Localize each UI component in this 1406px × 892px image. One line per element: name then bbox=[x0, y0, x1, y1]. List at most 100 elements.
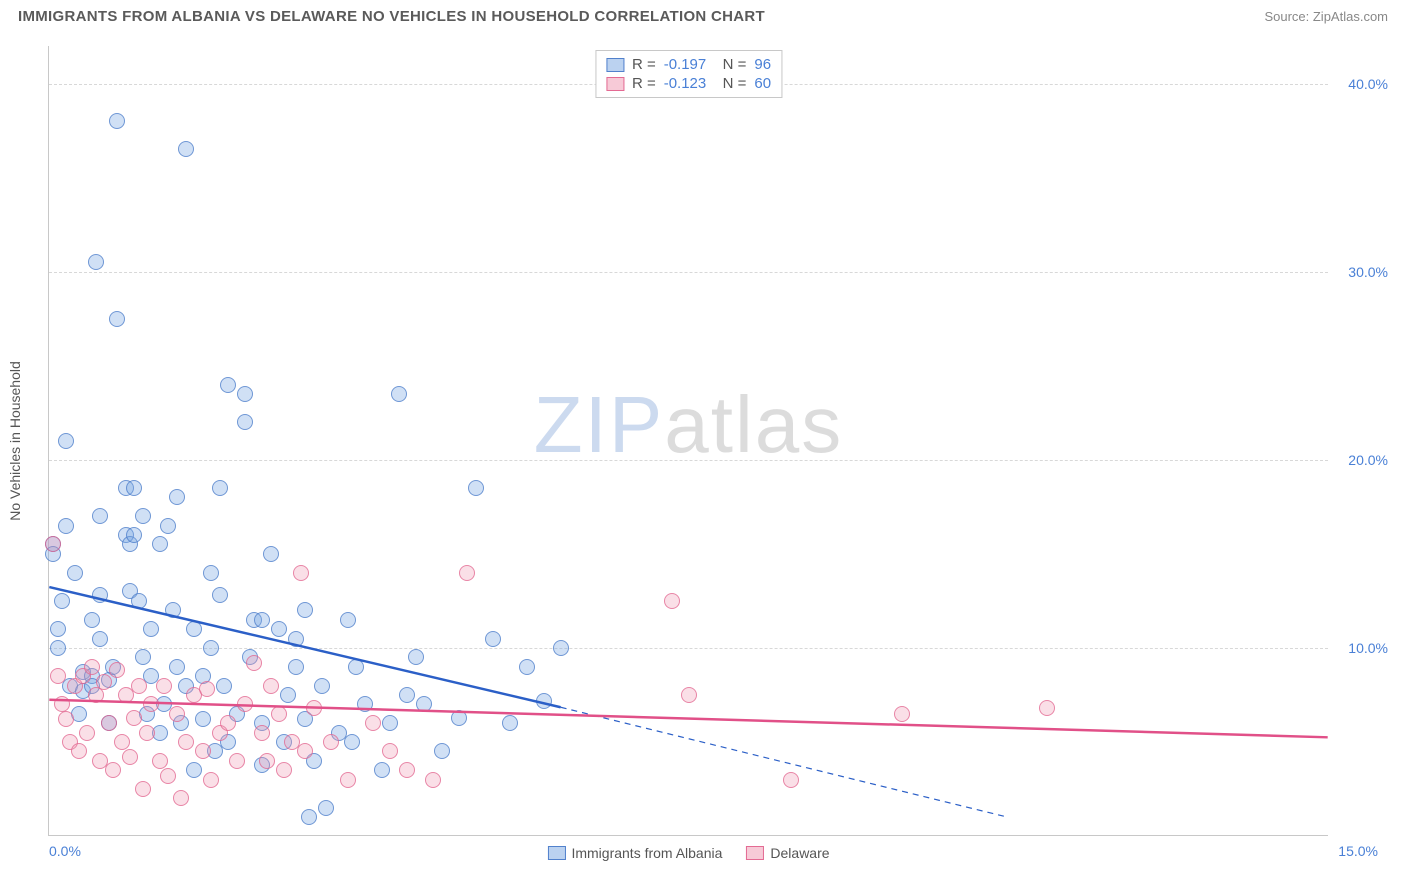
scatter-point-albania bbox=[314, 678, 330, 694]
scatter-point-delaware bbox=[783, 772, 799, 788]
scatter-point-albania bbox=[203, 565, 219, 581]
scatter-point-delaware bbox=[199, 681, 215, 697]
scatter-point-albania bbox=[54, 593, 70, 609]
scatter-point-albania bbox=[135, 508, 151, 524]
scatter-point-albania bbox=[382, 715, 398, 731]
scatter-point-albania bbox=[288, 659, 304, 675]
scatter-point-albania bbox=[126, 480, 142, 496]
scatter-point-delaware bbox=[156, 678, 172, 694]
scatter-point-delaware bbox=[101, 715, 117, 731]
scatter-point-delaware bbox=[173, 790, 189, 806]
scatter-point-delaware bbox=[84, 659, 100, 675]
swatch-blue-icon bbox=[547, 846, 565, 860]
scatter-point-delaware bbox=[1039, 700, 1055, 716]
x-tick-max: 15.0% bbox=[1338, 843, 1378, 859]
scatter-point-delaware bbox=[105, 762, 121, 778]
scatter-point-albania bbox=[536, 693, 552, 709]
scatter-point-albania bbox=[84, 612, 100, 628]
scatter-point-delaware bbox=[297, 743, 313, 759]
scatter-point-albania bbox=[502, 715, 518, 731]
chart-title: IMMIGRANTS FROM ALBANIA VS DELAWARE NO V… bbox=[18, 8, 765, 25]
scatter-point-albania bbox=[357, 696, 373, 712]
scatter-point-albania bbox=[58, 433, 74, 449]
scatter-point-delaware bbox=[459, 565, 475, 581]
scatter-point-albania bbox=[212, 480, 228, 496]
y-tick-label: 10.0% bbox=[1338, 640, 1388, 656]
scatter-point-albania bbox=[109, 311, 125, 327]
y-tick-label: 20.0% bbox=[1338, 452, 1388, 468]
scatter-point-delaware bbox=[58, 711, 74, 727]
scatter-point-delaware bbox=[263, 678, 279, 694]
scatter-point-delaware bbox=[122, 749, 138, 765]
scatter-point-albania bbox=[416, 696, 432, 712]
swatch-blue-icon bbox=[606, 58, 624, 72]
scatter-point-delaware bbox=[229, 753, 245, 769]
scatter-point-delaware bbox=[246, 655, 262, 671]
scatter-point-delaware bbox=[109, 662, 125, 678]
scatter-point-albania bbox=[271, 621, 287, 637]
scatter-point-delaware bbox=[50, 668, 66, 684]
scatter-point-albania bbox=[297, 602, 313, 618]
y-axis-label: No Vehicles in Household bbox=[7, 361, 23, 521]
scatter-point-albania bbox=[186, 762, 202, 778]
scatter-point-albania bbox=[195, 711, 211, 727]
n-value-albania: 96 bbox=[754, 56, 771, 73]
scatter-point-albania bbox=[391, 386, 407, 402]
header: IMMIGRANTS FROM ALBANIA VS DELAWARE NO V… bbox=[0, 0, 1406, 29]
scatter-point-albania bbox=[216, 678, 232, 694]
scatter-point-albania bbox=[348, 659, 364, 675]
scatter-point-albania bbox=[67, 565, 83, 581]
scatter-point-albania bbox=[169, 489, 185, 505]
scatter-point-delaware bbox=[143, 696, 159, 712]
scatter-point-albania bbox=[92, 587, 108, 603]
scatter-point-albania bbox=[344, 734, 360, 750]
scatter-point-delaware bbox=[306, 700, 322, 716]
scatter-point-delaware bbox=[894, 706, 910, 722]
scatter-point-delaware bbox=[681, 687, 697, 703]
scatter-point-albania bbox=[58, 518, 74, 534]
scatter-point-albania bbox=[203, 640, 219, 656]
scatter-point-albania bbox=[143, 621, 159, 637]
scatter-point-delaware bbox=[425, 772, 441, 788]
legend-item-albania: Immigrants from Albania bbox=[547, 845, 722, 861]
scatter-point-delaware bbox=[259, 753, 275, 769]
scatter-point-albania bbox=[165, 602, 181, 618]
scatter-point-albania bbox=[152, 536, 168, 552]
chart-area: No Vehicles in Household 10.0%20.0%30.0%… bbox=[48, 46, 1328, 836]
scatter-point-albania bbox=[220, 377, 236, 393]
scatter-point-delaware bbox=[271, 706, 287, 722]
scatter-point-delaware bbox=[160, 768, 176, 784]
scatter-point-delaware bbox=[178, 734, 194, 750]
scatter-point-delaware bbox=[79, 725, 95, 741]
scatter-point-albania bbox=[519, 659, 535, 675]
scatter-point-albania bbox=[288, 631, 304, 647]
scatter-point-albania bbox=[254, 612, 270, 628]
scatter-point-albania bbox=[301, 809, 317, 825]
legend-label-delaware: Delaware bbox=[770, 845, 829, 861]
swatch-pink-icon bbox=[606, 77, 624, 91]
scatter-point-delaware bbox=[114, 734, 130, 750]
scatter-point-albania bbox=[340, 612, 356, 628]
scatter-point-albania bbox=[50, 640, 66, 656]
scatter-point-albania bbox=[126, 527, 142, 543]
y-tick-label: 40.0% bbox=[1338, 76, 1388, 92]
scatter-point-delaware bbox=[382, 743, 398, 759]
gridline bbox=[49, 460, 1328, 461]
scatter-point-delaware bbox=[254, 725, 270, 741]
legend-stats-row-albania: R = -0.197 N = 96 bbox=[606, 55, 771, 74]
scatter-point-delaware bbox=[71, 743, 87, 759]
gridline bbox=[49, 272, 1328, 273]
r-value-albania: -0.197 bbox=[664, 56, 707, 73]
scatter-point-delaware bbox=[365, 715, 381, 731]
scatter-point-albania bbox=[485, 631, 501, 647]
scatter-point-albania bbox=[408, 649, 424, 665]
scatter-point-delaware bbox=[152, 753, 168, 769]
y-tick-label: 30.0% bbox=[1338, 264, 1388, 280]
scatter-point-delaware bbox=[195, 743, 211, 759]
legend-series: Immigrants from Albania Delaware bbox=[547, 845, 829, 861]
scatter-point-albania bbox=[88, 254, 104, 270]
legend-stats-row-delaware: R = -0.123 N = 60 bbox=[606, 74, 771, 93]
scatter-point-albania bbox=[263, 546, 279, 562]
scatter-point-delaware bbox=[45, 536, 61, 552]
scatter-point-albania bbox=[451, 710, 467, 726]
